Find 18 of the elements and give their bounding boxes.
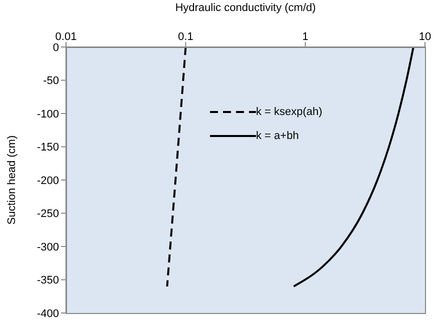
line-series xyxy=(166,47,187,288)
y-tick-label: -300 xyxy=(36,241,59,254)
y-tick-label: -400 xyxy=(36,308,59,320)
y-tick-label: -100 xyxy=(36,108,59,120)
x-tick-label: 0.01 xyxy=(55,31,77,43)
y-axis-title: Suction head (cm) xyxy=(6,135,18,225)
y-tick-label: -50 xyxy=(43,75,59,88)
legend-label: k = a+bh xyxy=(256,130,299,142)
y-tick-label: -200 xyxy=(36,174,59,187)
x-tick-label: 10 xyxy=(418,31,432,43)
y-tick-label: -250 xyxy=(36,208,59,220)
y-tick-label: 0 xyxy=(52,42,59,54)
legend-label: k = ksexp(ah) xyxy=(256,106,322,118)
y-tick-label: -350 xyxy=(36,274,59,287)
x-tick-label: 1 xyxy=(302,31,308,43)
x-axis-title: Hydraulic conductivity (cm/d) xyxy=(174,2,317,14)
x-tick-label: 0.1 xyxy=(178,31,194,43)
y-tick-label: -150 xyxy=(36,142,59,154)
